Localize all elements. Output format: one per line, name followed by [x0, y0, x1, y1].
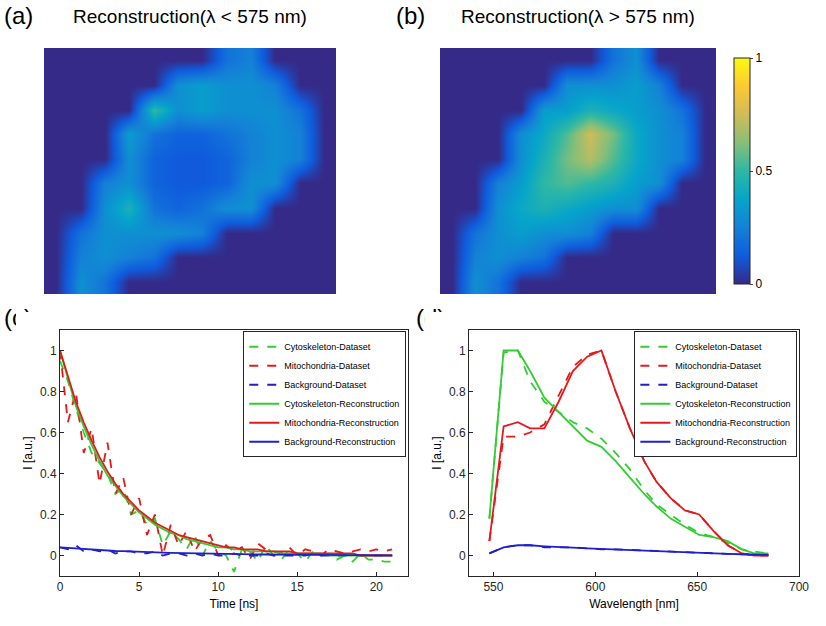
svg-text:0.6: 0.6 [40, 426, 57, 440]
svg-text:1: 1 [459, 344, 466, 358]
svg-text:0.2: 0.2 [40, 508, 57, 522]
svg-text:1: 1 [755, 51, 762, 65]
svg-text:20: 20 [370, 580, 384, 594]
svg-text:10: 10 [212, 580, 226, 594]
svg-text:0.4: 0.4 [449, 467, 466, 481]
html-text:(a): (a) [4, 2, 34, 29]
svg-text:0.5: 0.5 [755, 164, 772, 178]
svg-text:Mitochondria-Reconstruction: Mitochondria-Reconstruction [675, 418, 790, 428]
svg-text:Reconstruction(λ < 575 nm): Reconstruction(λ < 575 nm) [73, 6, 307, 27]
html-text:(b): (b) [396, 2, 426, 29]
svg-text:Reconstruction(λ > 575 nm): Reconstruction(λ > 575 nm) [461, 6, 695, 27]
svg-text:Mitochondria-Reconstruction: Mitochondria-Reconstruction [284, 418, 399, 428]
svg-text:I [a.u.]: I [a.u.] [21, 436, 35, 469]
svg-text:Mitochondria-Dataset: Mitochondria-Dataset [284, 361, 370, 371]
svg-text:0.2: 0.2 [449, 508, 466, 522]
svg-text:0.4: 0.4 [40, 467, 57, 481]
svg-text:1: 1 [50, 344, 57, 358]
svg-text:Cytoskeleton-Dataset: Cytoskeleton-Dataset [284, 342, 371, 352]
svg-text:15: 15 [291, 580, 305, 594]
svg-text:Background-Dataset: Background-Dataset [675, 380, 758, 390]
svg-text:Cytoskeleton-Dataset: Cytoskeleton-Dataset [675, 342, 762, 352]
svg-text:0.6: 0.6 [449, 426, 466, 440]
svg-text:650: 650 [687, 580, 707, 594]
svg-text:550: 550 [483, 580, 503, 594]
svg-text:Time [ns]: Time [ns] [210, 597, 259, 611]
svg-text:Background-Dataset: Background-Dataset [284, 380, 367, 390]
svg-text:Mitochondria-Dataset: Mitochondria-Dataset [675, 361, 761, 371]
svg-text:Cytoskeleton-Reconstruction: Cytoskeleton-Reconstruction [284, 399, 399, 409]
svg-text:600: 600 [585, 580, 605, 594]
svg-text:0: 0 [57, 580, 64, 594]
svg-text:Cytoskeleton-Reconstruction: Cytoskeleton-Reconstruction [675, 399, 790, 409]
svg-text:0: 0 [755, 277, 762, 291]
svg-text:0: 0 [459, 549, 466, 563]
svg-text:Background-Reconstruction: Background-Reconstruction [675, 437, 786, 447]
html-text:(c): (c) [4, 304, 32, 331]
svg-text:700: 700 [789, 580, 809, 594]
svg-text:I [a.u.]: I [a.u.] [430, 436, 444, 469]
svg-text:Wavelength [nm]: Wavelength [nm] [589, 597, 679, 611]
svg-text:Background-Reconstruction: Background-Reconstruction [284, 437, 395, 447]
svg-text:0: 0 [50, 549, 57, 563]
html-text:(d): (d) [416, 304, 446, 331]
svg-text:0.8: 0.8 [449, 385, 466, 399]
svg-text:0.8: 0.8 [40, 385, 57, 399]
svg-text:5: 5 [136, 580, 143, 594]
